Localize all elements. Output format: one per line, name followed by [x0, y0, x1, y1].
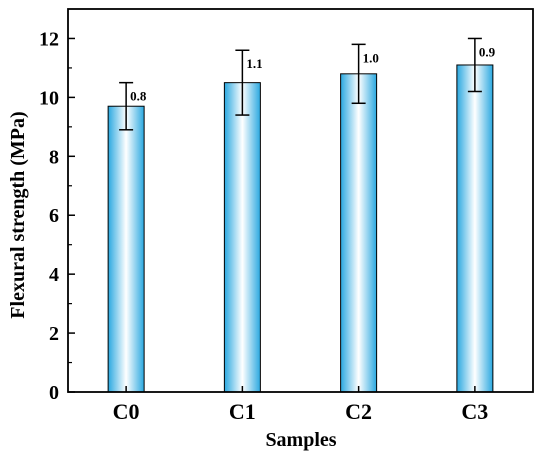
x-tick-label-C1: C1: [229, 399, 256, 424]
error-bar-C2: [351, 43, 366, 105]
bars-layer: 0.8 1.1 1.0 0.9: [107, 37, 496, 393]
error-bar-C1: [235, 49, 250, 116]
x-tick-label-C2: C2: [345, 399, 372, 424]
error-bar-C0: [119, 81, 134, 131]
y-tick-label-12: 12: [39, 28, 59, 50]
bar-C0: [107, 105, 145, 393]
labels-layer: Samples Flexural strength (MPa): [7, 111, 337, 451]
y-tick-label-6: 6: [49, 205, 59, 227]
error-bar-C3: [467, 37, 482, 93]
y-tick-label-4: 4: [49, 264, 59, 286]
error-label-C3: 0.9: [479, 44, 496, 59]
error-label-C2: 1.0: [363, 50, 379, 65]
bar-C3: [456, 64, 494, 393]
y-tick-label-8: 8: [49, 146, 59, 168]
y-tick-label-10: 10: [39, 87, 59, 109]
y-axis-title: Flexural strength (MPa): [7, 111, 29, 318]
axes-layer: C0 C1 C2 C3 0 2 4 6 8 10 12: [39, 8, 534, 424]
x-axis-title: Samples: [265, 429, 336, 451]
y-tick-label-0: 0: [49, 382, 59, 404]
bar-C1: [223, 82, 261, 393]
error-label-C0: 0.8: [130, 89, 147, 104]
x-tick-label-C0: C0: [113, 399, 140, 424]
error-label-C1: 1.1: [246, 56, 262, 71]
x-tick-label-C3: C3: [461, 399, 488, 424]
plot-frame: [67, 8, 534, 393]
y-tick-label-2: 2: [49, 323, 59, 345]
bar-C2: [340, 73, 378, 393]
